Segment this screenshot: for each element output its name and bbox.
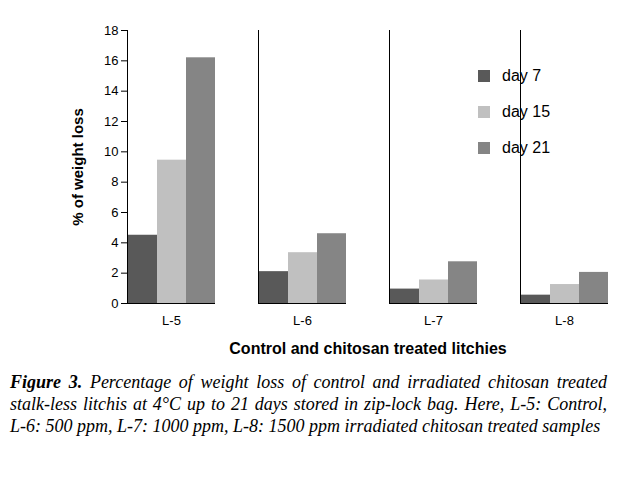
svg-text:4: 4 (111, 235, 118, 250)
svg-text:16: 16 (104, 53, 118, 68)
svg-text:12: 12 (104, 114, 118, 129)
svg-text:L-8: L-8 (555, 313, 574, 328)
svg-text:14: 14 (104, 83, 118, 98)
svg-text:2: 2 (111, 265, 118, 280)
svg-text:% of weight loss: % of weight loss (69, 108, 86, 226)
svg-text:18: 18 (104, 23, 118, 38)
svg-text:0: 0 (111, 296, 118, 311)
svg-text:L-6: L-6 (293, 313, 312, 328)
svg-text:Control and chitosan treated l: Control and chitosan treated litchies (229, 340, 506, 357)
html-text:Figure 3. Percentage of weight: Figure 3. Percentage of weight loss of c… (10, 372, 607, 436)
svg-text:L-5: L-5 (162, 313, 181, 328)
svg-text:8: 8 (111, 174, 118, 189)
html-text:day 15: day 15 (502, 103, 550, 120)
svg-text:L-7: L-7 (424, 313, 443, 328)
svg-text:6: 6 (111, 205, 118, 220)
html-text:day 7: day 7 (502, 67, 542, 84)
svg-text:10: 10 (104, 144, 118, 159)
html-text:day 21: day 21 (502, 139, 550, 156)
